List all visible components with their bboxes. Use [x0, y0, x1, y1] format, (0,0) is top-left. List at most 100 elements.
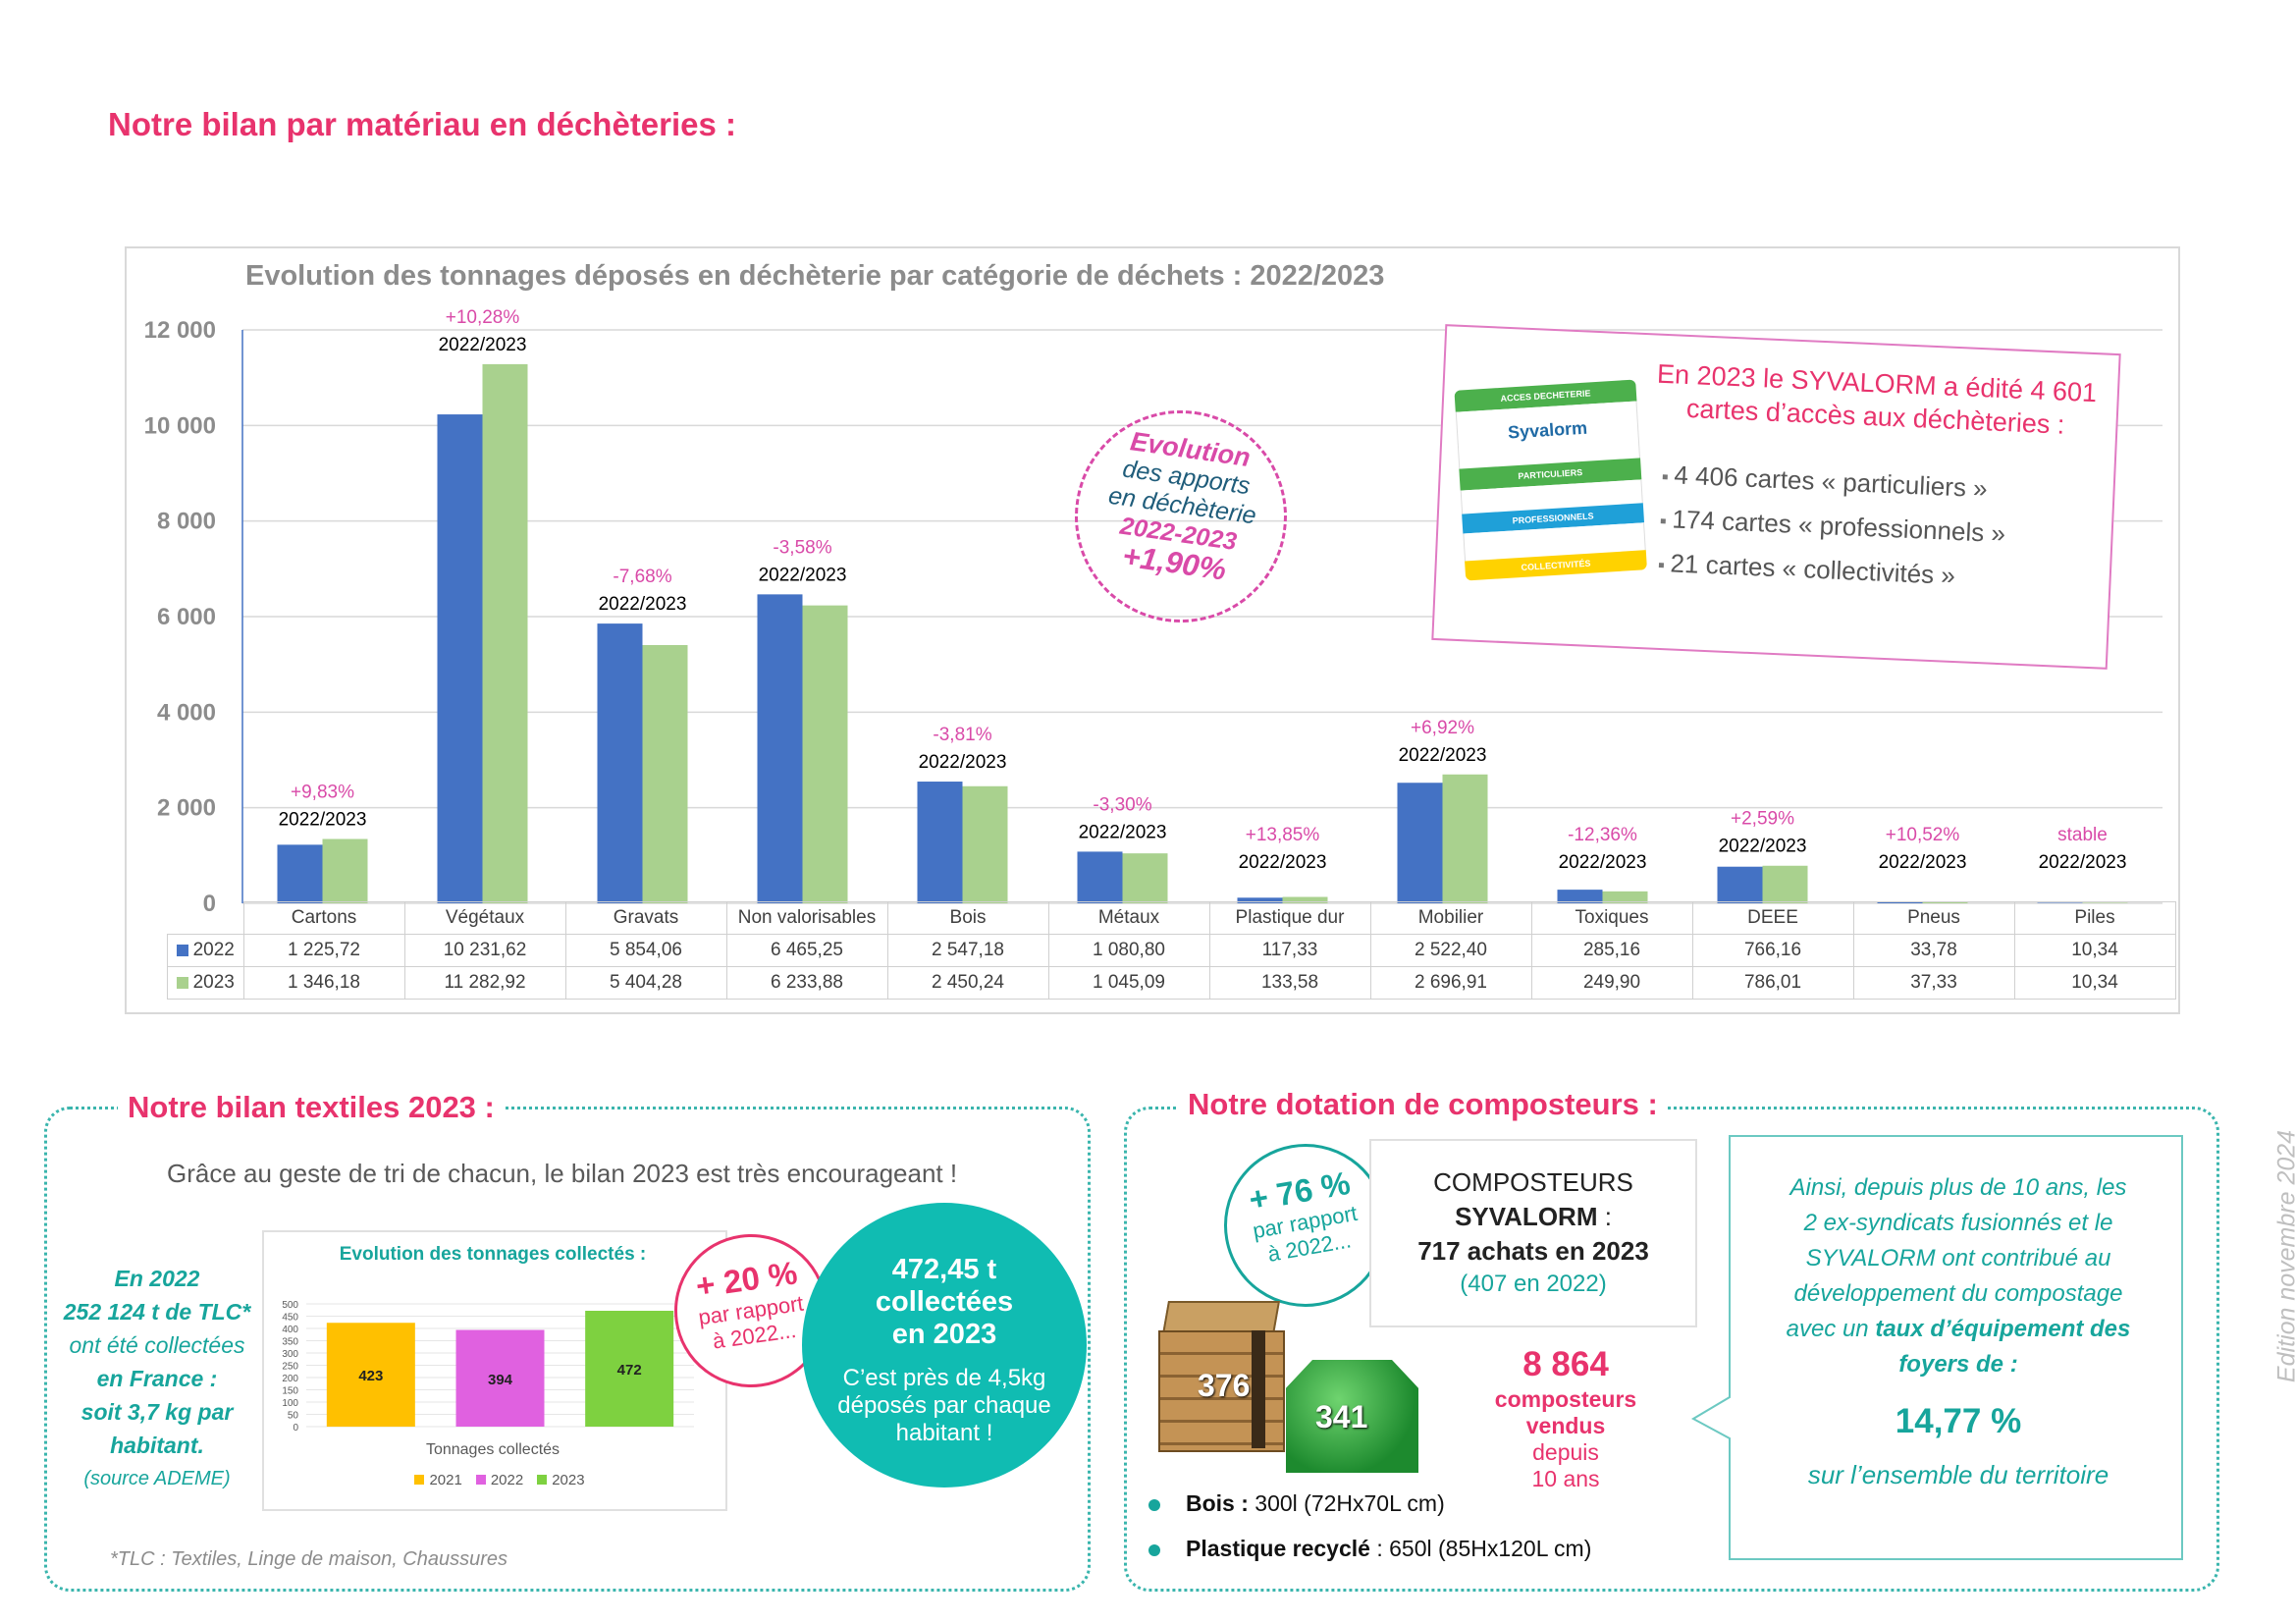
- table-cell: 5 854,06: [564, 934, 727, 967]
- evolution-label: -3,81%: [933, 725, 991, 745]
- bar-2023: [1122, 853, 1168, 903]
- textiles-title: Notre bilan textiles 2023 :: [128, 1090, 495, 1124]
- table-cell: 766,16: [1691, 934, 1854, 967]
- france-l3: ont été collectées: [69, 1332, 245, 1358]
- bar-2022: [437, 414, 483, 903]
- table-cell: 6 233,88: [725, 966, 888, 1000]
- cards-list: ▪ 4 406 cartes « particuliers » ▪ 174 car…: [1657, 454, 2008, 601]
- sold-stats: 8 864 composteurs vendus depuis 10 ans: [1472, 1345, 1659, 1492]
- category-label: Non valorisables: [725, 901, 888, 935]
- bar-2022: [1077, 851, 1123, 903]
- sold-line2: composteurs: [1494, 1386, 1637, 1412]
- circle-total: 472,45 t: [891, 1254, 997, 1285]
- bar-2022: [1557, 890, 1603, 903]
- wood-composter-image: 376: [1153, 1301, 1286, 1452]
- bar-2023: [802, 605, 848, 903]
- table-cell: 1 346,18: [242, 966, 405, 1000]
- category-label: Bois: [886, 901, 1049, 935]
- category-label: Gravats: [564, 901, 727, 935]
- period-label: 2022/2023: [1879, 852, 1967, 873]
- evolution-label: stable: [2057, 825, 2108, 845]
- period-label: 2022/2023: [2039, 852, 2127, 873]
- quote-tail: sur l’ensemble du territoire: [1807, 1460, 2109, 1489]
- category-label: Cartons: [242, 901, 405, 935]
- y-tick-label: 6 000: [157, 604, 216, 630]
- y-tick-label: 10 000: [144, 412, 216, 439]
- composter-specs: Bois : 300l (72Hx70L cm) Plastique recyc…: [1148, 1481, 1591, 1571]
- access-card-image: ACCES DECHETERIE Syvalorm PARTICULIERS P…: [1454, 379, 1647, 587]
- evolution-label: +2,59%: [1731, 809, 1794, 830]
- evolution-label: +10,52%: [1886, 825, 1960, 845]
- mini-legend-swatch: [414, 1475, 425, 1485]
- table-cell: 1 080,80: [1047, 934, 1210, 967]
- plastic-count: 341: [1315, 1399, 1368, 1434]
- period-label: 2022/2023: [599, 594, 687, 615]
- mini-y-tick: 450: [282, 1313, 298, 1324]
- circle-line3: en 2023: [891, 1319, 997, 1350]
- mini-y-tick: 150: [282, 1386, 298, 1397]
- compost-section: [1124, 1107, 2219, 1592]
- quote-l5b: taux d’équipement des: [1875, 1316, 2131, 1342]
- page-title: Notre bilan par matériau en déchèteries …: [108, 106, 737, 142]
- period-label: 2022/2023: [919, 752, 1007, 773]
- evolution-label: -3,30%: [1093, 794, 1151, 815]
- france-l2: 252 124 t de TLC*: [63, 1299, 251, 1325]
- mini-y-tick: 100: [282, 1398, 298, 1409]
- y-tick-label: 0: [203, 891, 216, 917]
- mini-y-tick: 50: [288, 1411, 299, 1422]
- mini-chart-title: Evolution des tonnages collectés :: [339, 1244, 647, 1265]
- category-label: Pneus: [1852, 901, 2015, 935]
- france-l4: en France :: [96, 1366, 218, 1391]
- bar-2023: [1762, 865, 1808, 903]
- table-cell: 33,78: [1852, 934, 2015, 967]
- circle-line2: collectées: [875, 1286, 1014, 1318]
- table-cell: 11 282,92: [403, 966, 566, 1000]
- composteurs-brand: SYVALORM: [1455, 1202, 1598, 1231]
- period-label: 2022/2023: [1719, 837, 1807, 857]
- table-cell: 5 404,28: [564, 966, 727, 1000]
- composteurs-2023: 717 achats en 2023: [1417, 1236, 1649, 1266]
- sold-line4: depuis: [1532, 1439, 1599, 1465]
- france-l6: habitant.: [110, 1433, 204, 1458]
- bar-2023: [962, 785, 1008, 903]
- bar-2022: [1717, 866, 1763, 903]
- category-label: Mobilier: [1369, 901, 1532, 935]
- france-l5: soit 3,7 kg par: [80, 1399, 234, 1425]
- mini-legend-label: 2022: [490, 1472, 524, 1488]
- composteurs-box: COMPOSTEURS SYVALORM : 717 achats en 202…: [1369, 1139, 1697, 1327]
- mini-y-tick: 250: [282, 1362, 298, 1373]
- period-label: 2022/2023: [1079, 822, 1167, 842]
- bar-2023: [1442, 774, 1488, 903]
- evolution-label: +13,85%: [1246, 825, 1320, 845]
- cards-list-text: 21 cartes « collectivités »: [1669, 548, 1956, 591]
- mini-chart-xlabel: Tonnages collectés: [425, 1441, 561, 1458]
- edition-label: Edition novembre 2024: [2272, 1129, 2296, 1383]
- table-cell: 786,01: [1691, 966, 1854, 1000]
- table-cell: 2 522,40: [1369, 934, 1532, 967]
- evolution-label: +9,83%: [291, 782, 354, 802]
- evolution-label: -7,68%: [613, 567, 671, 587]
- bar-2023: [322, 839, 368, 903]
- table-cell: 285,16: [1530, 934, 1693, 967]
- legend-label: 2023: [192, 972, 235, 993]
- quote-l5a: avec un: [1786, 1316, 1876, 1342]
- bar-2023: [1282, 896, 1328, 903]
- table-cell: 117,33: [1208, 934, 1371, 967]
- legend-label: 2022: [192, 940, 235, 960]
- table-cell: 6 465,25: [725, 934, 888, 967]
- period-label: 2022/2023: [439, 335, 527, 355]
- cards-list-text: 4 406 cartes « particuliers »: [1673, 460, 1989, 504]
- category-label: Végétaux: [403, 901, 566, 935]
- compost-title: Notre dotation de composteurs :: [1188, 1087, 1658, 1121]
- circle-line4: C’est près de 4,5kg: [842, 1365, 1046, 1391]
- bar-2023: [642, 644, 688, 903]
- category-label: Toxiques: [1530, 901, 1693, 935]
- composteurs-colon: :: [1597, 1202, 1612, 1231]
- spec-plastique: Plastique recyclé : 650l (85Hx120L cm): [1148, 1526, 1591, 1571]
- data-table: Cartons Végétaux Gravats Non valorisables Bo…: [167, 901, 2176, 1000]
- period-label: 2022/2023: [1399, 745, 1487, 766]
- quote-value: 14,77 %: [1895, 1402, 2022, 1440]
- textiles-section: [44, 1107, 1091, 1592]
- bullet-icon: ▪: [1659, 510, 1673, 533]
